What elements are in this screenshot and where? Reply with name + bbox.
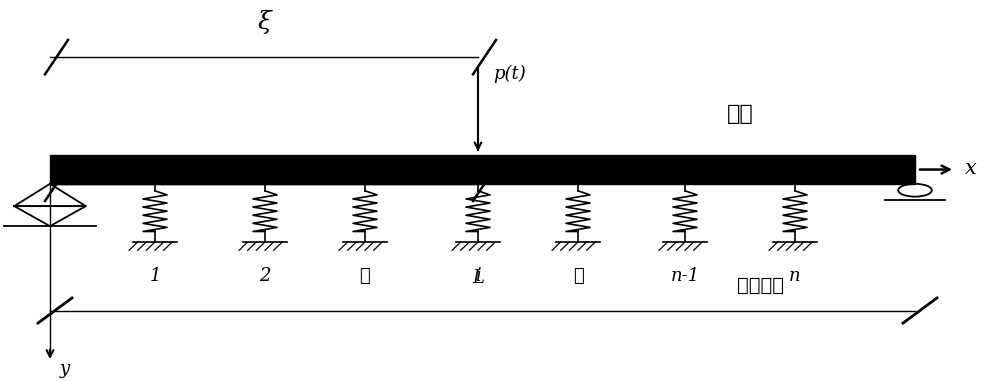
Text: y: y bbox=[60, 360, 70, 378]
Text: 2: 2 bbox=[259, 267, 271, 285]
Text: n: n bbox=[789, 267, 801, 285]
Text: 管体: 管体 bbox=[727, 104, 753, 124]
Text: L: L bbox=[472, 269, 484, 287]
Text: i: i bbox=[475, 267, 481, 285]
Bar bbox=[50, 155, 915, 184]
Text: n-1: n-1 bbox=[670, 267, 700, 285]
Text: x: x bbox=[965, 159, 977, 178]
Text: p(t): p(t) bbox=[493, 65, 526, 83]
Text: ξ: ξ bbox=[257, 10, 271, 34]
Text: 1: 1 bbox=[149, 267, 161, 285]
Text: ⋯: ⋯ bbox=[360, 267, 370, 285]
Text: ⋯: ⋯ bbox=[573, 267, 583, 285]
Text: 锁固装置: 锁固装置 bbox=[736, 276, 784, 295]
